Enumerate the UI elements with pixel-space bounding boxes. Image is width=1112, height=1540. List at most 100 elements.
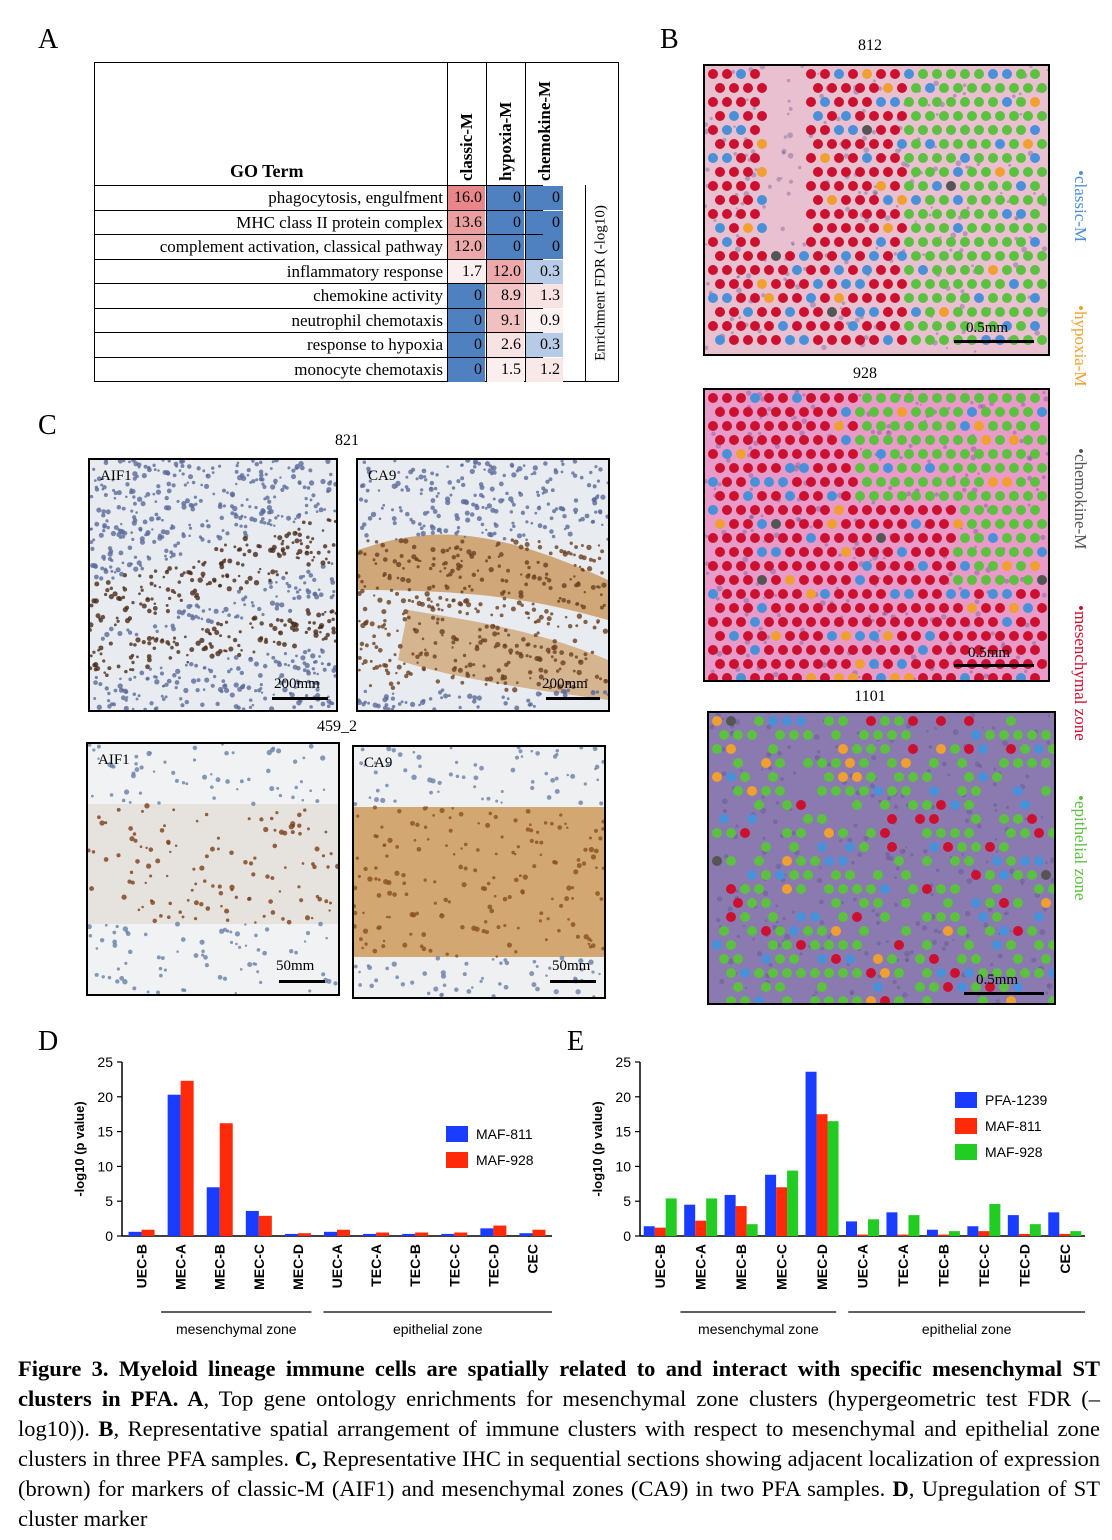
spot: [806, 321, 816, 331]
spot: [827, 83, 837, 93]
spot: [967, 519, 977, 529]
spot: [729, 631, 739, 641]
spot: [1023, 575, 1033, 585]
spot: [967, 407, 977, 417]
x-tick-label: MEC-D: [290, 1244, 306, 1290]
spot: [806, 181, 816, 191]
ihc-821-ca9: CA9: [356, 458, 610, 712]
column-header-chemokine-m: chemokine-M: [525, 63, 564, 185]
spot: [855, 139, 865, 149]
spot: [841, 83, 851, 93]
spot: [883, 167, 893, 177]
spot: [757, 519, 767, 529]
spot: [785, 307, 795, 317]
spot: [722, 237, 732, 247]
spot: [1023, 547, 1033, 557]
spot: [995, 251, 1005, 261]
spot: [1016, 181, 1026, 191]
y-tick-label: 20: [615, 1089, 631, 1105]
spot: [873, 870, 883, 880]
spot: [750, 449, 760, 459]
bar-maf-811-uec-a: [857, 1234, 868, 1236]
spot: [726, 828, 736, 838]
spot: [778, 421, 788, 431]
spot: [883, 223, 893, 233]
spot: [883, 111, 893, 121]
spot: [925, 195, 935, 205]
spot: [708, 589, 718, 599]
spot: [974, 449, 984, 459]
spot: [897, 547, 907, 557]
spot: [1027, 814, 1037, 824]
spot: [1041, 758, 1051, 768]
y-axis-label: -log10 (p value): [72, 1101, 87, 1196]
spot: [1002, 533, 1012, 543]
spot: [1002, 153, 1012, 163]
spot: [827, 547, 837, 557]
y-tick-label: 5: [623, 1193, 631, 1209]
spot: [715, 491, 725, 501]
legend-mesenchymal-zone: •mesenchymal zone: [1071, 605, 1090, 741]
spot: [792, 293, 802, 303]
spot: [904, 125, 914, 135]
spot: [757, 195, 767, 205]
spot: [869, 407, 879, 417]
spot: [1013, 870, 1023, 880]
spot: [890, 393, 900, 403]
go-row: neutrophil chemotaxis 0 9.1 0.9: [95, 307, 563, 333]
spot: [747, 730, 757, 740]
spot: [708, 97, 718, 107]
spot: [1016, 449, 1026, 459]
spot: [771, 603, 781, 613]
spot: [1006, 828, 1016, 838]
spot: [708, 181, 718, 191]
go-term: chemokine activity: [313, 286, 443, 305]
spot: [848, 125, 858, 135]
spot: [953, 631, 963, 641]
spot: [789, 926, 799, 936]
spot: [1013, 814, 1023, 824]
spot: [813, 139, 823, 149]
spot: [922, 968, 932, 978]
spot: [855, 335, 865, 345]
spot: [908, 772, 918, 782]
spot: [736, 181, 746, 191]
bar-maf-928-mec-a: [180, 1080, 194, 1236]
spot: [974, 181, 984, 191]
spot: [722, 153, 732, 163]
spot: [778, 561, 788, 571]
spot: [960, 321, 970, 331]
caption-text: Representative IHC in sequential section…: [18, 1446, 1100, 1501]
spot: [953, 463, 963, 473]
spot: [736, 237, 746, 247]
spot: [778, 673, 788, 680]
spot: [932, 449, 942, 459]
spot: [953, 195, 963, 205]
spot: [726, 884, 736, 894]
spot: [761, 870, 771, 880]
spot: [967, 603, 977, 613]
spot: [936, 884, 946, 894]
spot: [757, 139, 767, 149]
spot: [743, 251, 753, 261]
spot: [834, 237, 844, 247]
spot: [1009, 279, 1019, 289]
spot: [925, 139, 935, 149]
spot: [992, 856, 1002, 866]
spot: [708, 293, 718, 303]
spot: [862, 561, 872, 571]
spot: [1030, 97, 1040, 107]
x-tick-label: MEC-A: [173, 1244, 189, 1290]
spot: [848, 421, 858, 431]
ihc-821-aif1: AIF1: [88, 458, 338, 712]
spot: [862, 477, 872, 487]
bar-maf-928-uec-a: [337, 1229, 350, 1236]
spot: [957, 842, 967, 852]
spot: [869, 83, 879, 93]
spot: [848, 181, 858, 191]
spot: [1020, 828, 1030, 838]
spot: [1013, 758, 1023, 768]
spot: [834, 293, 844, 303]
spot: [1037, 139, 1047, 149]
spot: [880, 828, 890, 838]
